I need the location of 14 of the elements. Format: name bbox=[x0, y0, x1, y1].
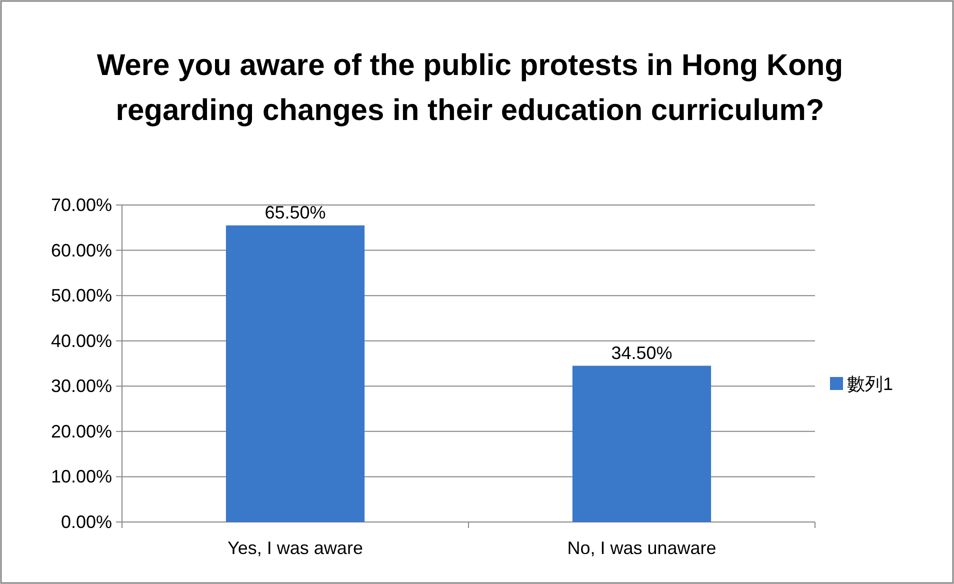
data-label: 34.50% bbox=[611, 342, 672, 363]
y-tick-label: 0.00% bbox=[60, 512, 112, 532]
legend-label: 數列1 bbox=[847, 374, 894, 394]
y-tick-label: 30.00% bbox=[50, 376, 112, 396]
chart-title: Were you aware of the public protests in Hong Kong regarding changes in their education curriculum? bbox=[96, 49, 844, 127]
x-tick-label: No, I was unaware bbox=[567, 538, 716, 558]
y-tick-label: 20.00% bbox=[50, 421, 112, 442]
y-tick-label: 60.00% bbox=[50, 240, 112, 260]
y-tick-label: 40.00% bbox=[50, 330, 112, 351]
x-tick-label: Yes, I was aware bbox=[228, 538, 363, 558]
y-tick-label: 70.00% bbox=[50, 195, 112, 215]
y-tick-label: 10.00% bbox=[50, 466, 112, 487]
y-tick-label: 50.00% bbox=[50, 286, 112, 306]
data-label: 65.50% bbox=[264, 202, 326, 222]
